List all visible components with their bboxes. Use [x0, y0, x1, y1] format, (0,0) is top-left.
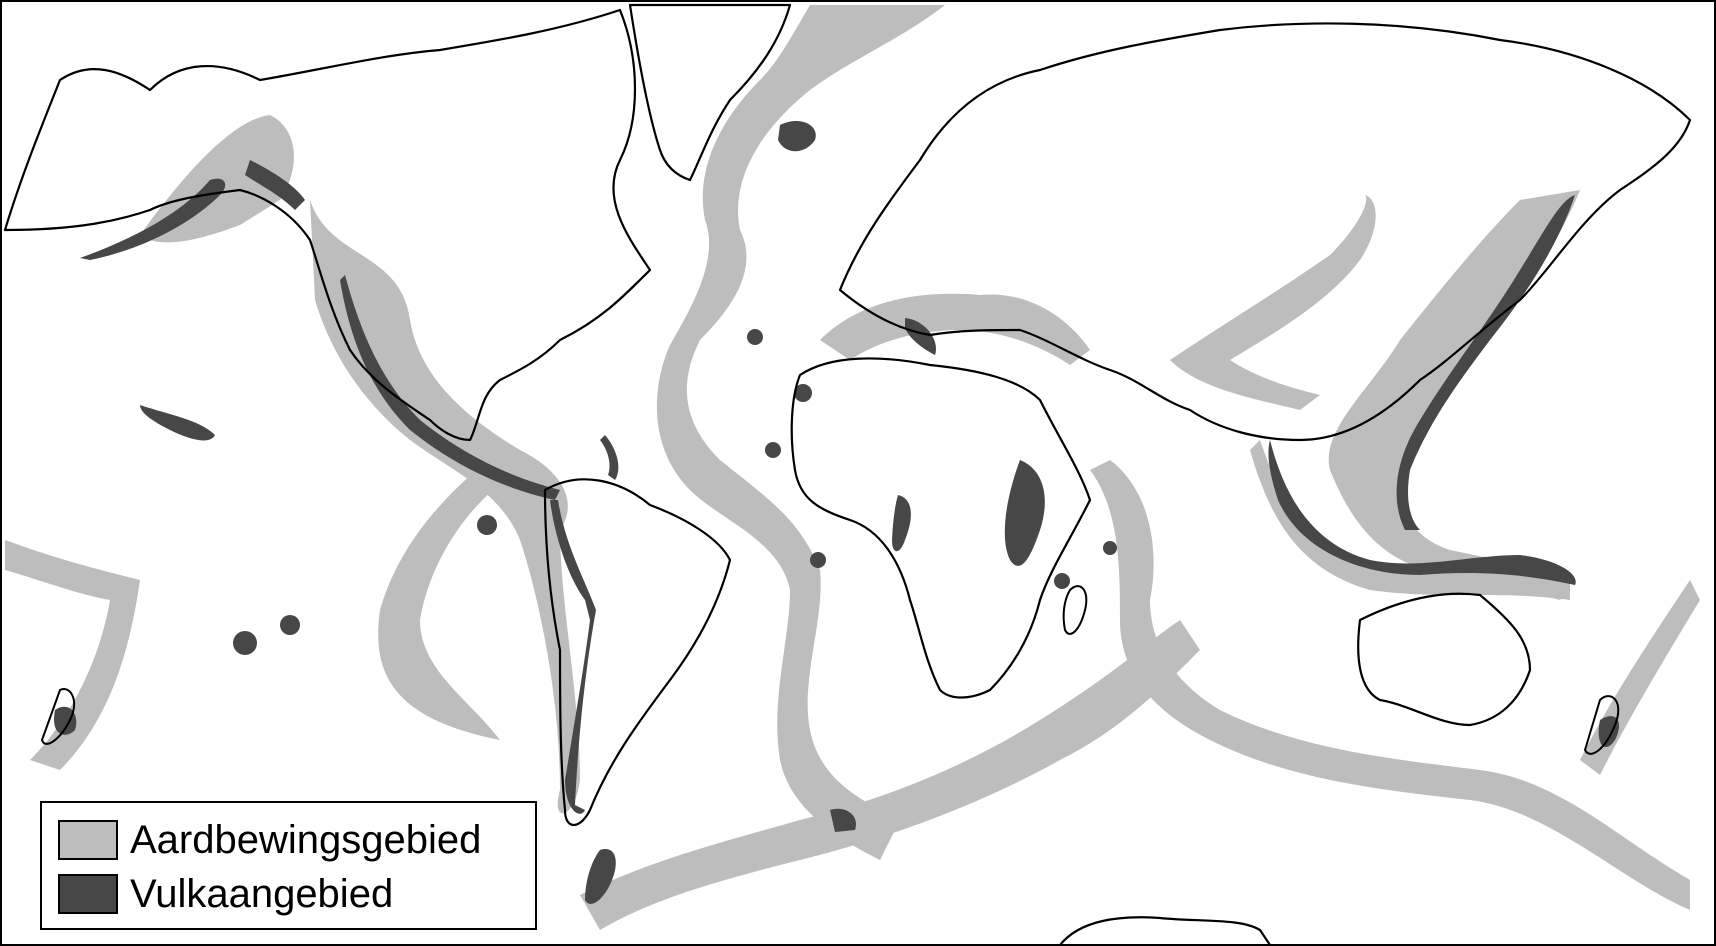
- volcano-zone-galapagos: [477, 515, 497, 535]
- volcano-zone-azores: [747, 329, 763, 345]
- volcano-zone-comoros: [1054, 573, 1070, 589]
- volcano-zone-tahiti: [280, 615, 300, 635]
- legend: Aardbewingsgebied Vulkaangebied: [40, 801, 537, 930]
- legend-label-volcano: Vulkaangebied: [130, 873, 393, 915]
- volcano-zone-seychelles: [1103, 541, 1117, 555]
- volcano-swatch: [58, 874, 118, 914]
- volcano-zone-cape-verde: [765, 442, 781, 458]
- earthquake-swatch: [58, 820, 118, 860]
- volcano-zone-samoa: [233, 631, 257, 655]
- legend-item-earthquake: Aardbewingsgebied: [58, 819, 481, 861]
- legend-label-earthquake: Aardbewingsgebied: [130, 819, 481, 861]
- volcano-zone-ascension: [810, 552, 826, 568]
- legend-item-volcano: Vulkaangebied: [58, 873, 393, 915]
